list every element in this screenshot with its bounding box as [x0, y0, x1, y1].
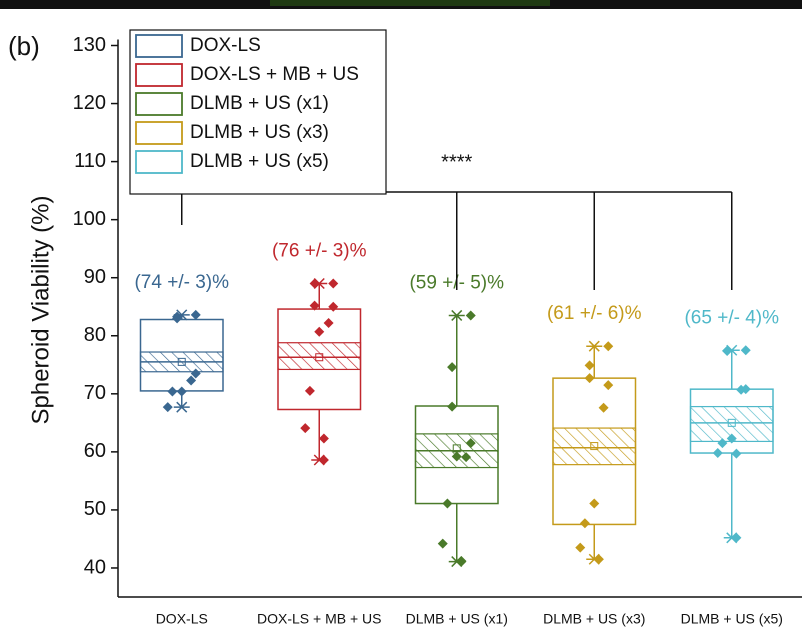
data-point — [328, 279, 338, 289]
data-point — [319, 455, 329, 465]
data-point — [324, 318, 334, 328]
y-tick-label: 90 — [84, 266, 106, 288]
y-tick-label: 120 — [73, 92, 106, 114]
data-point — [438, 539, 448, 549]
data-point — [731, 449, 741, 459]
x-tick-label: DLMB + US (x1) — [406, 611, 508, 627]
legend-label: DLMB + US (x3) — [190, 122, 329, 143]
y-tick-label: 130 — [73, 34, 106, 56]
y-axis-label: Spheroid Viability (%) — [27, 196, 54, 425]
y-tick-label: 60 — [84, 440, 106, 462]
y-tick-label: 80 — [84, 324, 106, 346]
chart: (b) Spheroid Viability (%) 40 50 60 70 80 90 1… — [0, 0, 802, 632]
x-tick-label: DLMB + US (x3) — [543, 611, 645, 627]
data-point — [447, 362, 457, 372]
legend-label: DOX-LS + MB + US — [190, 64, 359, 85]
data-point — [603, 380, 613, 390]
data-point — [731, 533, 741, 543]
legend-label: DLMB + US (x5) — [190, 151, 329, 172]
x-tick-label: DLMB + US (x5) — [681, 611, 783, 627]
data-point — [585, 373, 595, 383]
data-point — [599, 403, 609, 413]
data-point — [456, 557, 466, 567]
annotation: (61 +/- 6)% — [547, 303, 642, 324]
image-strip-green — [270, 0, 550, 6]
data-point — [594, 554, 604, 564]
data-point — [580, 518, 590, 528]
data-point — [167, 386, 177, 396]
data-point — [589, 499, 599, 509]
data-point — [300, 423, 310, 433]
ci-band — [553, 428, 636, 465]
annotation: (76 +/- 3)% — [272, 241, 367, 262]
data-point — [447, 402, 457, 412]
annotation: (65 +/- 4)% — [684, 307, 779, 328]
y-tick-label: 110 — [74, 150, 106, 172]
ci-band — [278, 343, 361, 370]
x-tick-label: DOX-LS — [156, 611, 208, 627]
y-tick-label: 70 — [84, 382, 106, 404]
data-point — [314, 327, 324, 337]
x-tick-label: DOX-LS + MB + US — [257, 611, 381, 627]
data-point — [575, 543, 585, 553]
data-point — [163, 402, 173, 412]
y-tick-label: 100 — [73, 208, 106, 230]
data-point — [741, 345, 751, 355]
data-point — [585, 360, 595, 370]
data-point — [722, 346, 732, 356]
data-point — [466, 310, 476, 320]
data-point — [177, 386, 187, 396]
data-point — [310, 279, 320, 289]
annotation: (74 +/- 3)% — [134, 272, 229, 293]
y-tick-label: 50 — [84, 498, 106, 520]
significance: **** — [441, 151, 472, 173]
legend-label: DLMB + US (x1) — [190, 93, 329, 114]
data-point — [713, 448, 723, 458]
legend-label: DOX-LS — [190, 35, 261, 56]
y-tick-label: 40 — [84, 556, 106, 578]
data-point — [305, 386, 315, 396]
data-point — [191, 310, 201, 320]
data-point — [328, 302, 338, 312]
panel-label: (b) — [8, 31, 40, 61]
data-point — [319, 434, 329, 444]
data-point — [603, 341, 613, 351]
data-point — [442, 499, 452, 509]
